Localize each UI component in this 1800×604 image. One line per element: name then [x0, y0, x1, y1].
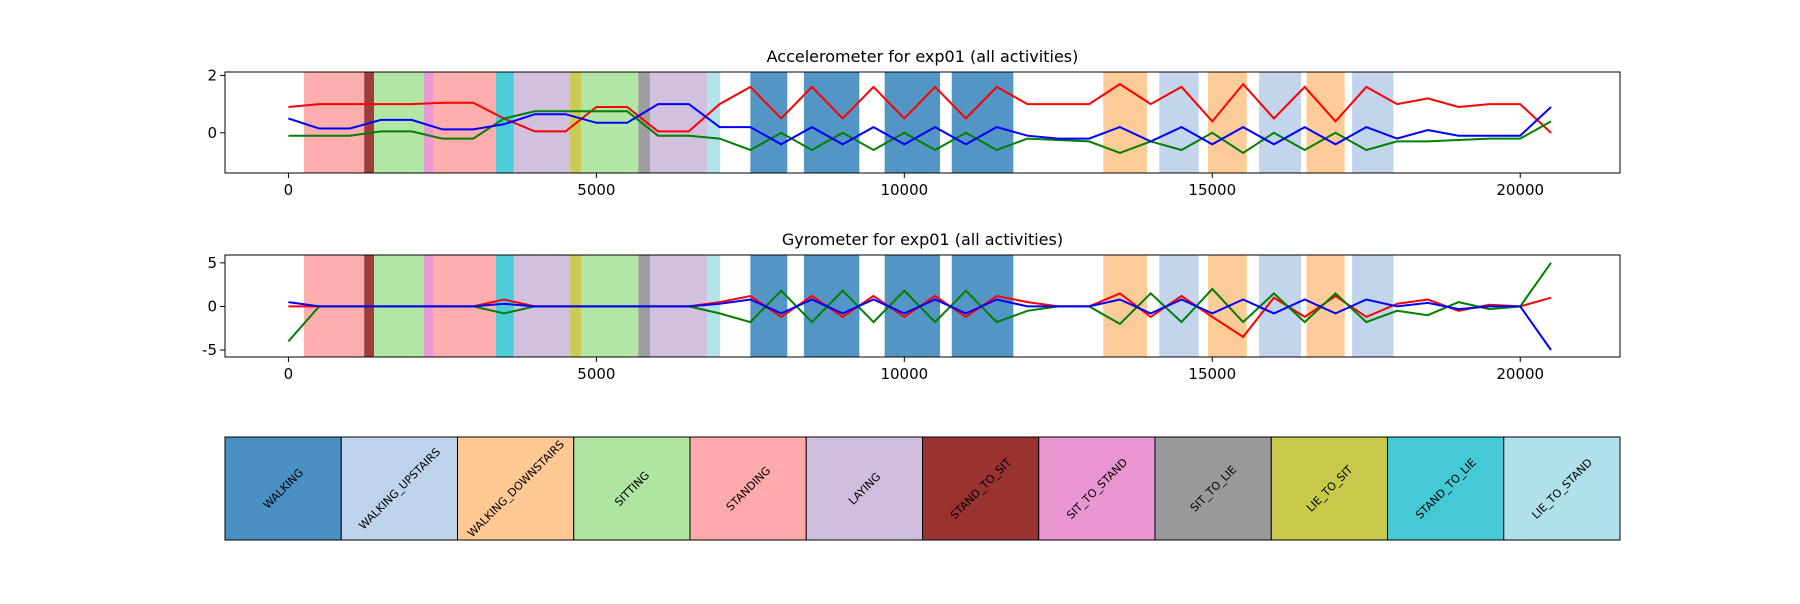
- activity-span: [1103, 72, 1147, 173]
- x-tick-label: 15000: [1188, 181, 1236, 199]
- x-tick-label: 5000: [577, 181, 615, 199]
- activity-span: [374, 72, 424, 173]
- x-tick-label: 10000: [880, 365, 928, 383]
- activity-span: [1259, 255, 1301, 357]
- legend-swatch: [573, 436, 691, 541]
- legend-swatch: [922, 436, 1040, 541]
- y-tick-label: 0: [207, 297, 217, 315]
- activity-span: [803, 255, 860, 357]
- subplot: 0 5000 10000 15000 20000 0 2 Accelerometer for …: [207, 47, 1621, 199]
- y-tick-label: 5: [207, 254, 217, 272]
- subplot: 0 5000 10000 15000 20000 -5 0 5 Gyrometer for ex…: [202, 230, 1621, 383]
- y-tick-label: -5: [202, 341, 217, 359]
- activity-span: [495, 72, 514, 173]
- activity-span: [513, 72, 570, 173]
- activity-span: [433, 72, 496, 173]
- legend-swatch: [805, 436, 923, 541]
- activity-span: [884, 72, 941, 173]
- activity-span: [750, 255, 788, 357]
- activity-span: [1352, 72, 1394, 173]
- activity-span: [303, 72, 365, 173]
- activity-span: [707, 255, 721, 357]
- legend-swatch: [1503, 436, 1621, 541]
- chart-title: Accelerometer for exp01 (all activities): [767, 47, 1079, 66]
- plot-area: [288, 72, 1552, 173]
- chart-title: Gyrometer for exp01 (all activities): [782, 230, 1063, 249]
- y-tick-label: 0: [207, 124, 217, 142]
- legend: WALKING WALKING_UPSTAIRS WALKING_DOWNSTAIR…: [224, 436, 1621, 541]
- activity-span: [1352, 255, 1394, 357]
- x-tick-label: 0: [284, 365, 294, 383]
- activity-span: [569, 72, 581, 173]
- x-tick-label: 5000: [577, 365, 615, 383]
- activity-span: [1306, 255, 1345, 357]
- signal-line: [288, 298, 1552, 351]
- activity-span: [1259, 72, 1301, 173]
- activity-span: [884, 255, 941, 357]
- x-tick-label: 15000: [1188, 365, 1236, 383]
- signal-line: [288, 103, 1552, 146]
- activity-span: [750, 72, 788, 173]
- x-tick-label: 20000: [1496, 181, 1544, 199]
- legend-swatch: [1154, 436, 1272, 541]
- activity-span: [1103, 255, 1147, 357]
- x-tick-label: 10000: [880, 181, 928, 199]
- legend-swatch: [224, 436, 342, 541]
- signal-line: [288, 110, 1552, 155]
- activity-span: [638, 72, 650, 173]
- activity-span: [1306, 72, 1345, 173]
- activity-span: [495, 255, 514, 357]
- legend-swatch: [340, 436, 458, 541]
- x-tick-label: 0: [284, 181, 294, 199]
- legend-swatch: [1038, 436, 1156, 541]
- signal-line: [288, 82, 1552, 134]
- activity-span: [951, 72, 1014, 173]
- plot-area: [287, 255, 1552, 357]
- y-tick-label: 2: [207, 66, 217, 84]
- legend-swatch: [689, 436, 807, 541]
- x-tick-label: 20000: [1496, 365, 1544, 383]
- axes-frame: [224, 71, 1621, 174]
- legend-swatch: [1387, 436, 1505, 541]
- activity-span: [423, 72, 434, 173]
- legend-swatch: [457, 436, 575, 541]
